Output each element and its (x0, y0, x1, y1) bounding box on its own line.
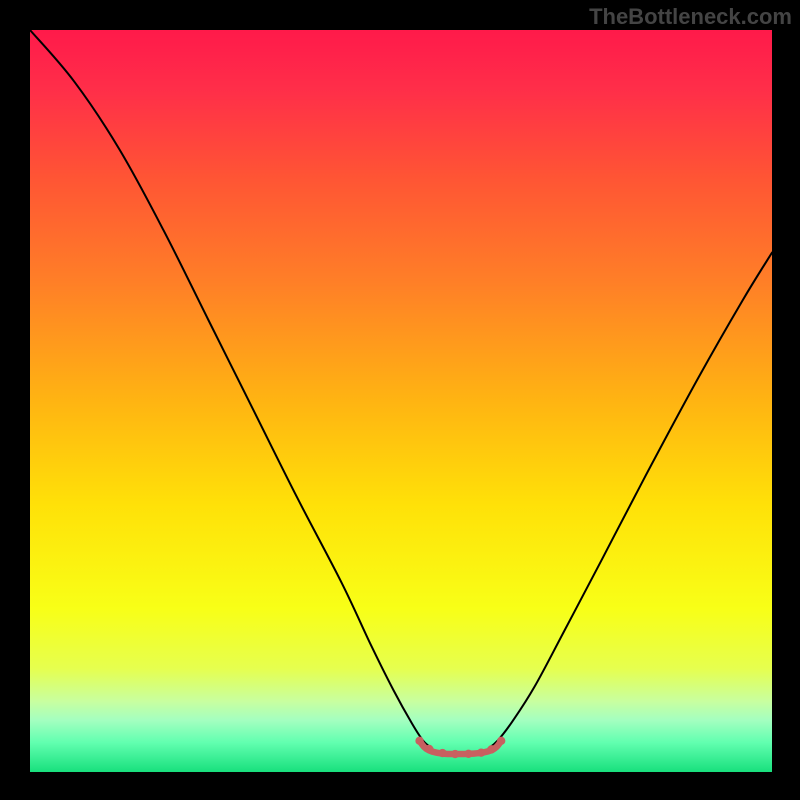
floor-dot (415, 737, 423, 745)
floor-dot (487, 745, 495, 753)
floor-dot (438, 749, 446, 757)
bottleneck-chart: TheBottleneck.com (0, 0, 800, 800)
plot-background (30, 30, 772, 772)
floor-dot (425, 745, 433, 753)
chart-svg: TheBottleneck.com (0, 0, 800, 800)
floor-dot (451, 750, 459, 758)
attribution-text: TheBottleneck.com (589, 4, 792, 29)
floor-dot (477, 749, 485, 757)
floor-dot (464, 750, 472, 758)
floor-dot (497, 737, 505, 745)
